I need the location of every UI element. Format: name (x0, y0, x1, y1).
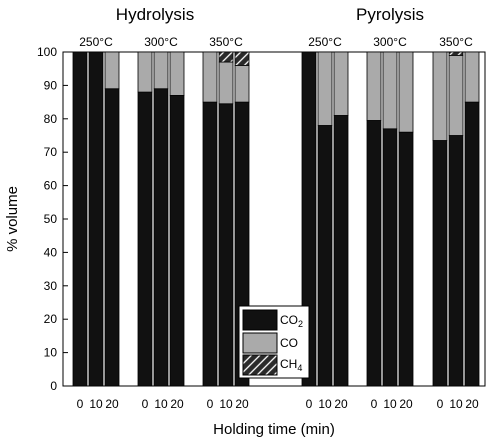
x-tick-label: 10 (154, 397, 168, 411)
bar-segment-co2 (366, 120, 382, 387)
bar-segment-co (234, 64, 250, 103)
x-tick-label: 10 (89, 397, 103, 411)
bar-segment-co (366, 51, 382, 121)
temperature-label: 350°C (209, 35, 243, 49)
x-tick-label: 0 (437, 397, 444, 411)
x-tick-label: 10 (219, 397, 233, 411)
legend-swatch-co (242, 332, 278, 354)
bar-segment-co2 (137, 91, 153, 387)
legend-swatch-co2 (242, 309, 278, 331)
bar-segment-co2 (301, 51, 317, 387)
bar-segment-co (464, 51, 480, 103)
x-tick-label: 20 (334, 397, 348, 411)
legend-swatch-ch4 (242, 354, 278, 376)
legend-label-ch4: CH4 (280, 357, 302, 373)
x-tick-label: 10 (449, 397, 463, 411)
y-tick-label: 90 (44, 78, 58, 92)
bar-segment-co2 (464, 101, 480, 387)
bar-segment-co (432, 51, 448, 141)
bar-segment-co (333, 51, 349, 116)
x-tick-label: 0 (77, 397, 84, 411)
bar-segment-co2 (333, 115, 349, 387)
x-tick-label: 10 (318, 397, 332, 411)
y-tick-label: 50 (44, 212, 58, 226)
bar-segment-ch4 (218, 51, 234, 63)
x-tick-label: 20 (235, 397, 249, 411)
y-tick-label: 40 (44, 245, 58, 259)
legend-label-co: CO (280, 336, 298, 350)
x-tick-label: 0 (371, 397, 378, 411)
x-tick-label: 10 (383, 397, 397, 411)
x-tick-label: 0 (207, 397, 214, 411)
bar-segment-co2 (104, 88, 120, 387)
x-tick-label: 0 (142, 397, 149, 411)
temperature-label: 300°C (144, 35, 178, 49)
temperature-label: 300°C (373, 35, 407, 49)
bar-segment-co2 (317, 125, 333, 387)
bar-segment-co (104, 51, 120, 90)
temperature-label: 250°C (79, 35, 113, 49)
temperature-label: 250°C (308, 35, 342, 49)
bar-segment-co2 (169, 95, 185, 387)
y-axis: 0 10 20 30 40 50 60 70 80 90 100 (37, 45, 68, 393)
bar-segment-ch4 (234, 51, 250, 66)
y-tick-label: 30 (44, 279, 58, 293)
x-tick-label: 20 (465, 397, 479, 411)
y-axis-label: % volume (4, 186, 21, 252)
bar-segment-co (202, 51, 218, 103)
y-tick-label: 10 (44, 346, 58, 360)
x-tick-label: 20 (399, 397, 413, 411)
y-tick-label: 20 (44, 312, 58, 326)
bar-segment-co2 (432, 140, 448, 387)
x-tick-label: 20 (170, 397, 184, 411)
panel-title: Hydrolysis (116, 5, 194, 24)
bar-segment-co2 (382, 128, 398, 387)
temperature-label: 350°C (439, 35, 473, 49)
bar-segment-co (169, 51, 185, 96)
y-tick-label: 80 (44, 112, 58, 126)
bar-segment-co2 (88, 51, 104, 387)
bar-segment-co (398, 51, 414, 133)
bar-segment-co2 (72, 51, 88, 387)
bar-segment-co (137, 51, 153, 93)
bar-segment-co2 (218, 103, 234, 387)
bar-segment-co2 (398, 131, 414, 387)
bar-segment-ch4 (448, 51, 464, 56)
y-tick-label: 60 (44, 179, 58, 193)
bar-segment-co2 (153, 88, 169, 387)
panel-title: Pyrolysis (356, 5, 424, 24)
x-tick-label: 0 (306, 397, 313, 411)
bar-segment-co (218, 61, 234, 105)
bar-segment-co (317, 51, 333, 126)
legend: CO2 CO CH4 (238, 305, 310, 379)
y-tick-label: 100 (37, 45, 57, 59)
y-tick-label: 70 (44, 145, 58, 159)
x-axis-label: Holding time (min) (213, 421, 335, 438)
y-tick-label: 0 (50, 379, 57, 393)
bar-segment-co (153, 51, 169, 90)
x-tick-label: 20 (105, 397, 119, 411)
bar-segment-co (448, 54, 464, 136)
legend-label-co2: CO2 (280, 313, 303, 329)
bar-segment-co (382, 51, 398, 130)
bar-segment-co2 (448, 135, 464, 387)
bar-segment-co2 (202, 101, 218, 387)
